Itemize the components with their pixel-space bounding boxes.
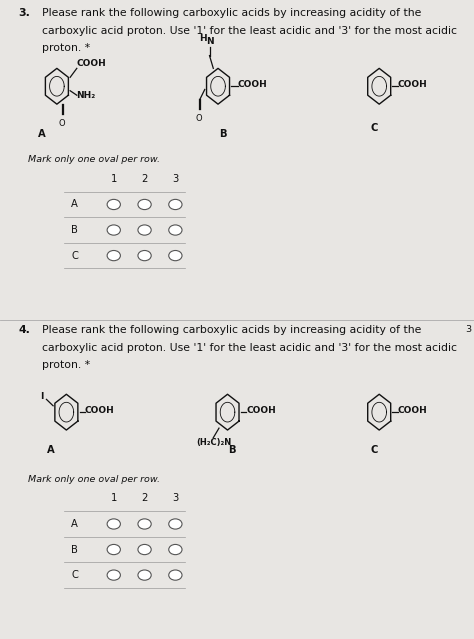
Text: 2: 2 <box>141 174 148 184</box>
Text: 3: 3 <box>465 325 472 334</box>
Text: 2: 2 <box>141 493 148 504</box>
Text: C: C <box>71 570 78 580</box>
Ellipse shape <box>138 570 151 580</box>
Text: A: A <box>38 129 46 139</box>
Text: C: C <box>371 123 378 133</box>
Text: COOH: COOH <box>85 406 115 415</box>
Text: proton. *: proton. * <box>42 43 90 54</box>
Text: proton. *: proton. * <box>42 360 90 371</box>
Ellipse shape <box>169 519 182 529</box>
Text: B: B <box>71 544 78 555</box>
Text: H: H <box>199 34 207 43</box>
Text: O: O <box>196 114 202 123</box>
Text: C: C <box>71 250 78 261</box>
Text: Please rank the following carboxylic acids by increasing acidity of the: Please rank the following carboxylic aci… <box>42 8 421 18</box>
Text: B: B <box>228 445 236 456</box>
Ellipse shape <box>169 570 182 580</box>
Ellipse shape <box>107 544 120 555</box>
Text: B: B <box>219 129 227 139</box>
Text: carboxylic acid proton. Use '1' for the least acidic and '3' for the most acidic: carboxylic acid proton. Use '1' for the … <box>42 26 457 36</box>
Text: I: I <box>40 392 44 401</box>
Text: A: A <box>71 519 78 529</box>
Ellipse shape <box>138 225 151 235</box>
Text: COOH: COOH <box>237 80 267 89</box>
Ellipse shape <box>138 199 151 210</box>
Text: A: A <box>47 445 55 456</box>
Ellipse shape <box>138 544 151 555</box>
Text: C: C <box>371 445 378 456</box>
Text: 4.: 4. <box>18 325 30 335</box>
Ellipse shape <box>138 250 151 261</box>
Text: 3: 3 <box>172 493 179 504</box>
Text: 3.: 3. <box>18 8 30 18</box>
Ellipse shape <box>138 519 151 529</box>
Ellipse shape <box>107 519 120 529</box>
Text: Please rank the following carboxylic acids by increasing acidity of the: Please rank the following carboxylic aci… <box>42 325 421 335</box>
Text: NH₂: NH₂ <box>76 91 96 100</box>
Ellipse shape <box>107 250 120 261</box>
Text: 1: 1 <box>110 493 117 504</box>
Text: carboxylic acid proton. Use '1' for the least acidic and '3' for the most acidic: carboxylic acid proton. Use '1' for the … <box>42 343 457 353</box>
Text: COOH: COOH <box>76 59 106 68</box>
Ellipse shape <box>169 250 182 261</box>
Text: 1: 1 <box>110 174 117 184</box>
Text: Mark only one oval per row.: Mark only one oval per row. <box>28 475 160 484</box>
Text: N: N <box>206 37 213 46</box>
Text: COOH: COOH <box>398 80 428 89</box>
Text: (H₂C)₂N: (H₂C)₂N <box>197 438 232 447</box>
Text: A: A <box>71 199 78 210</box>
Text: 3: 3 <box>172 174 179 184</box>
Text: B: B <box>71 225 78 235</box>
Text: COOH: COOH <box>398 406 428 415</box>
Ellipse shape <box>169 225 182 235</box>
Ellipse shape <box>107 570 120 580</box>
Ellipse shape <box>107 199 120 210</box>
Text: Mark only one oval per row.: Mark only one oval per row. <box>28 155 160 164</box>
Ellipse shape <box>169 199 182 210</box>
Text: COOH: COOH <box>246 406 276 415</box>
Ellipse shape <box>107 225 120 235</box>
Ellipse shape <box>169 544 182 555</box>
Text: O: O <box>58 119 65 128</box>
